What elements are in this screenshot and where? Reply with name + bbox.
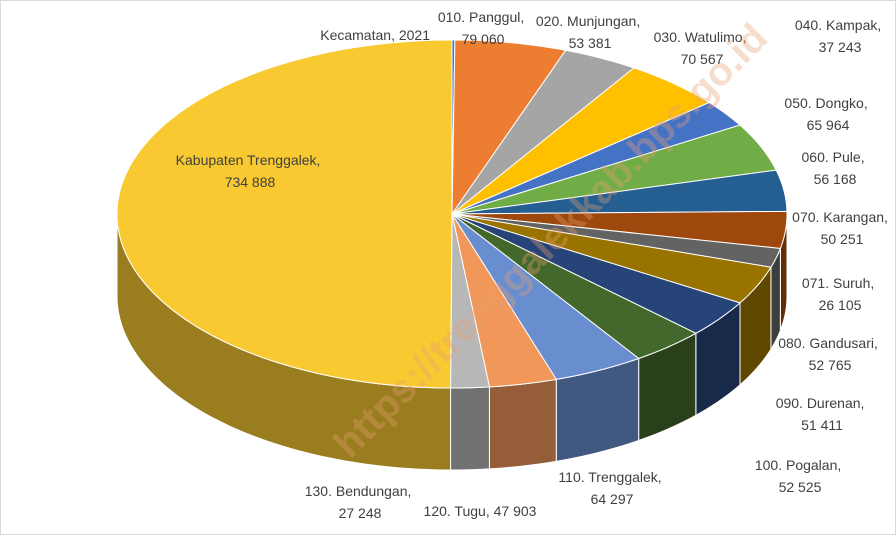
label-category: 040. Kampak: [795, 17, 878, 33]
data-label: Kecamatan, 2021: [320, 27, 430, 43]
pie-wall: [488, 378, 557, 470]
pie-slice: [451, 124, 777, 215]
data-label: 090. Durenan, 51 411: [776, 395, 869, 433]
data-label: 130. Bendungan, 27 248: [305, 483, 416, 521]
pie-slice: [451, 49, 635, 215]
label-value: 26 105: [819, 297, 862, 313]
pie-walls: [116, 213, 788, 471]
data-label: 050. Dongko, 65 964: [784, 95, 871, 133]
label-value: 56 168: [814, 171, 857, 187]
label-category: 100. Pogalan: [755, 457, 838, 473]
data-label: 030. Watulimo, 70 567: [654, 29, 751, 67]
label-value: 53 381: [569, 35, 612, 51]
pie-slice: [451, 213, 558, 388]
data-label: 100. Pogalan, 52 525: [755, 457, 845, 495]
label-category: 070. Karangan: [792, 209, 884, 225]
label-value: 52 525: [779, 479, 822, 495]
label-value: 50 251: [821, 231, 864, 247]
label-value: 2021: [399, 27, 430, 43]
label-category: 120. Tugu: [424, 503, 486, 519]
data-label: 010. Panggul, 79 060: [438, 9, 528, 47]
label-category: 130. Bendungan: [305, 483, 408, 499]
label-category: 080. Gandusari: [778, 335, 874, 351]
label-value: 70 567: [681, 51, 724, 67]
label-category: Kecamatan: [320, 27, 391, 43]
label-value: 79 060: [462, 31, 505, 47]
label-value: 47 903: [494, 503, 537, 519]
label-category: 010. Panggul: [438, 9, 521, 25]
pie-slice: [451, 39, 567, 216]
label-value: 37 243: [819, 39, 862, 55]
data-label: Kabupaten Trenggalek, 734 888: [176, 152, 325, 190]
pie-slice: [451, 213, 742, 334]
data-label: 070. Karangan, 50 251: [792, 209, 892, 247]
pie-slice: [451, 213, 640, 380]
data-label: 080. Gandusari, 52 765: [778, 335, 882, 373]
label-value: 27 248: [339, 505, 382, 521]
label-value: 65 964: [807, 117, 850, 133]
pie-wall: [450, 386, 490, 471]
pie-slice: [116, 39, 453, 389]
label-value: 52 765: [809, 357, 852, 373]
pie-slice: [451, 101, 741, 215]
pie-slice: [451, 210, 788, 250]
label-category: 071. Suruh: [802, 275, 871, 291]
label-value: 734 888: [225, 174, 276, 190]
label-category: Kabupaten Trenggalek: [176, 152, 318, 168]
label-category: 060. Pule: [802, 149, 861, 165]
data-label: 071. Suruh, 26 105: [802, 275, 878, 313]
pie-slice: [451, 213, 697, 360]
label-category: 110. Trenggalek: [558, 469, 658, 485]
pie-tops: [116, 39, 788, 389]
data-label: 120. Tugu, 47 903: [424, 503, 537, 519]
data-label: 040. Kampak, 37 243: [795, 17, 885, 55]
label-value: 51 411: [801, 417, 843, 433]
label-category: 090. Durenan: [776, 395, 861, 411]
pie-slice: [451, 169, 788, 215]
label-value: 64 297: [591, 491, 634, 507]
label-category: 050. Dongko: [784, 95, 864, 111]
data-label: 110. Trenggalek, 64 297: [558, 469, 665, 507]
pie-slice: [451, 67, 711, 215]
pie-slice: [451, 213, 772, 304]
label-category: 020. Munjungan: [536, 13, 636, 29]
pie-slice: [450, 213, 491, 389]
data-label: 060. Pule, 56 168: [802, 149, 869, 187]
label-category: 030. Watulimo: [654, 29, 743, 45]
data-label: 020. Munjungan, 53 381: [536, 13, 644, 51]
